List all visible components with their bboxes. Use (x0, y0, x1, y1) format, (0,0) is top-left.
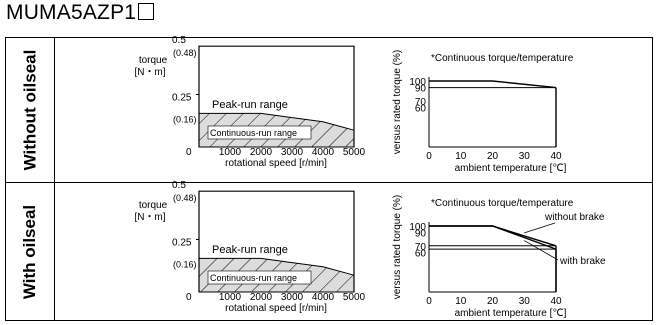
speed-x-tick-label: 3000 (281, 147, 304, 158)
temp-y-tick-label: 60 (415, 248, 427, 259)
temp-y-tick-label: 90 (415, 84, 427, 95)
speed-y-tick-label: (0.16) (173, 259, 197, 269)
temp-y-tick-label: 60 (415, 103, 427, 114)
speed-ylabel-line1: torque (139, 200, 168, 211)
temp-series-label: without brake (544, 212, 605, 223)
speed-zero-label: 0 (186, 292, 192, 303)
continuous-run-label-box (207, 270, 312, 285)
speed-ylabel-line1: torque (139, 55, 168, 66)
temp-ylabel: versus rated torque (%) (392, 195, 403, 300)
speed-ylabel-line2: [N・m] (134, 67, 165, 78)
temp-series-leader (524, 240, 559, 261)
option-box-icon (138, 3, 155, 20)
speed-y-tick-label: 0.5 (172, 35, 186, 46)
temp-x-tick-label: 40 (550, 151, 562, 162)
temp-chart-title: *Continuous torque/temperature (431, 53, 574, 64)
continuous-run-label: Continuous-run range (210, 128, 297, 138)
speed-x-tick-label: 4000 (312, 292, 335, 303)
temp-x-tick-label: 30 (519, 296, 531, 307)
model-title: MUMA5AZP1 (6, 1, 155, 25)
temp-x-tick-label: 10 (455, 296, 467, 307)
label-column-divider (54, 38, 55, 320)
continuous-run-label-box (207, 125, 312, 140)
temp-x-tick-label: 20 (487, 296, 499, 307)
temp-y-tick-label: 100 (409, 222, 426, 233)
continuous-run-label: Continuous-run range (210, 273, 297, 283)
temp-x-tick-label: 40 (550, 296, 562, 307)
speed-x-tick-label: 1000 (219, 147, 242, 158)
speed-x-tick-label: 5000 (343, 147, 366, 158)
speed-y-tick-label: (0.48) (173, 48, 197, 58)
temp-x-tick-label: 0 (426, 151, 432, 162)
temp-chart-title: *Continuous torque/temperature (431, 198, 574, 209)
speed-y-tick-label: 0.25 (172, 238, 192, 249)
temp-y-tick-label: 70 (415, 97, 427, 108)
temp-series-label: with brake (559, 256, 606, 267)
speed-x-tick-label: 3000 (281, 292, 304, 303)
speed-zero-label: 0 (186, 147, 192, 158)
peak-run-label: Peak-run range (212, 99, 288, 111)
speed-x-tick-label: 2000 (250, 292, 273, 303)
temp-x-tick-label: 20 (487, 151, 499, 162)
speed-y-tick-label: 0.25 (172, 93, 192, 104)
speed-y-tick-label: (0.16) (173, 114, 197, 124)
temp-y-tick-label: 90 (415, 229, 427, 240)
speed-x-tick-label: 1000 (219, 292, 242, 303)
temp-series-line (429, 80, 557, 89)
speed-x-tick-label: 4000 (312, 147, 335, 158)
temp-x-tick-label: 10 (455, 151, 467, 162)
speed-x-tick-label: 2000 (250, 147, 273, 158)
row-divider (6, 182, 652, 183)
temp-x-tick-label: 0 (426, 296, 432, 307)
speed-xlabel: rotational speed [r/min] (225, 158, 327, 169)
temp-series-line (429, 225, 557, 250)
temp-y-tick-label: 100 (409, 77, 426, 88)
speed-y-tick-label: 0.5 (172, 180, 186, 191)
temp-ylabel: versus rated torque (%) (392, 50, 403, 155)
speed-xlabel: rotational speed [r/min] (225, 303, 327, 314)
temp-xlabel: ambient temperature [℃] (455, 163, 567, 174)
peak-run-label: Peak-run range (212, 244, 288, 256)
temp-x-tick-label: 30 (519, 151, 531, 162)
spec-frame: Without oilseal With oilseal (5, 37, 653, 321)
speed-y-tick-label: (0.48) (173, 193, 197, 203)
temp-xlabel: ambient temperature [℃] (455, 308, 567, 319)
model-name: MUMA5AZP1 (6, 1, 137, 24)
temp-series-leader (524, 222, 556, 234)
speed-x-tick-label: 5000 (343, 292, 366, 303)
temp-y-tick-label: 70 (415, 242, 427, 253)
speed-ylabel-line2: [N・m] (134, 212, 165, 223)
